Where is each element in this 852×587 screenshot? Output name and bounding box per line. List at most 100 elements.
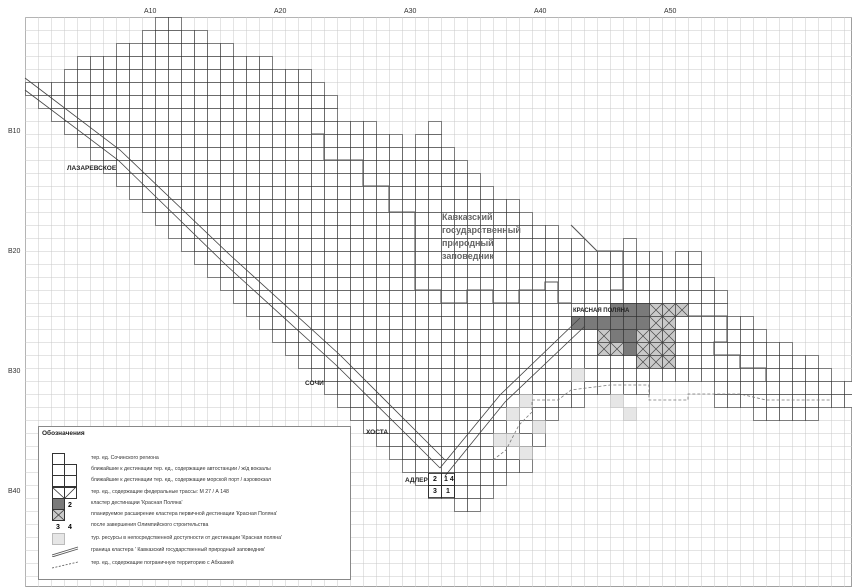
region-cell [246,69,260,83]
region-cell [701,277,715,291]
region-cell [324,108,338,122]
region-cell [610,355,624,369]
region-cell [441,355,455,369]
region-cell [207,238,221,252]
region-cell [493,420,507,434]
region-cell [389,212,403,226]
region-cell [194,186,208,200]
region-cell [337,225,351,239]
region-cell [402,407,416,421]
region-cell [402,446,416,460]
region-cell [701,316,715,330]
region-cell [402,394,416,408]
region-cell [168,17,182,31]
region-cell [337,355,351,369]
region-cell [545,394,559,408]
region-cell [155,121,169,135]
region-cell [246,199,260,213]
legend-symbol-port [52,475,77,487]
region-cell [350,121,364,135]
region-cell [376,355,390,369]
region-cell [558,368,572,382]
region-cell [129,186,143,200]
region-cell [493,342,507,356]
region-cell [116,121,130,135]
region-cell [766,394,780,408]
region-cell [493,264,507,278]
region-cell [168,30,182,44]
region-cell [285,95,299,109]
expansion-hatch [636,329,650,343]
axis-label-b40: B40 [8,488,21,495]
region-cell [168,173,182,187]
region-cell [766,342,780,356]
region-cell [220,264,234,278]
region-cell [311,186,325,200]
region-cell [220,134,234,148]
region-cell [194,212,208,226]
region-cell [415,251,429,265]
region-cell [402,342,416,356]
region-cell [259,225,273,239]
region-cell [155,30,169,44]
region-cell [584,264,598,278]
axis-label-a20: A20 [274,8,287,15]
region-cell [532,303,546,317]
region-cell [207,173,221,187]
region-cell [194,173,208,187]
region-cell [454,498,468,512]
region-cell [415,186,429,200]
region-cell [168,134,182,148]
region-cell [220,69,234,83]
legend-item: тер. ед., содержащие пограничную террито… [39,558,350,570]
region-cell [142,147,156,161]
region-cell [181,43,195,57]
region-cell [389,355,403,369]
region-cell [623,355,637,369]
region-cell [155,56,169,70]
region-cell [415,147,429,161]
region-cell [389,407,403,421]
region-cell [415,420,429,434]
region-cell [779,381,793,395]
region-cell [545,303,559,317]
region-cell [259,160,273,174]
region-cell [142,173,156,187]
region-cell [272,69,286,83]
reserve-label-line: Кавказский [442,212,493,222]
region-cell [415,433,429,447]
legend-text: кластер дестинации 'Красная Поляна' [91,500,183,506]
region-cell [558,277,572,291]
cluster-cell [610,329,624,343]
region-cell [376,134,390,148]
region-cell [90,108,104,122]
region-cell [207,69,221,83]
region-cell [428,199,442,213]
region-cell [506,329,520,343]
region-cell [363,225,377,239]
region-cell [519,225,533,239]
region-cell [428,355,442,369]
region-cell [285,121,299,135]
region-cell [103,56,117,70]
region-cell [623,290,637,304]
region-cell [389,238,403,252]
region-cell [233,186,247,200]
region-cell [506,381,520,395]
region-cell [688,355,702,369]
region-cell [142,95,156,109]
region-cell [168,121,182,135]
region-cell [441,303,455,317]
region-cell [259,238,273,252]
region-cell [428,173,442,187]
region-cell [220,238,234,252]
region-cell [285,277,299,291]
region-cell [90,147,104,161]
legend: Обозначения тер. ед. Сочинского региона … [38,426,351,580]
region-cell [285,212,299,226]
region-cell [363,147,377,161]
region-cell [285,82,299,96]
region-cell [493,290,507,304]
region-cell [714,355,728,369]
region-cell [272,160,286,174]
